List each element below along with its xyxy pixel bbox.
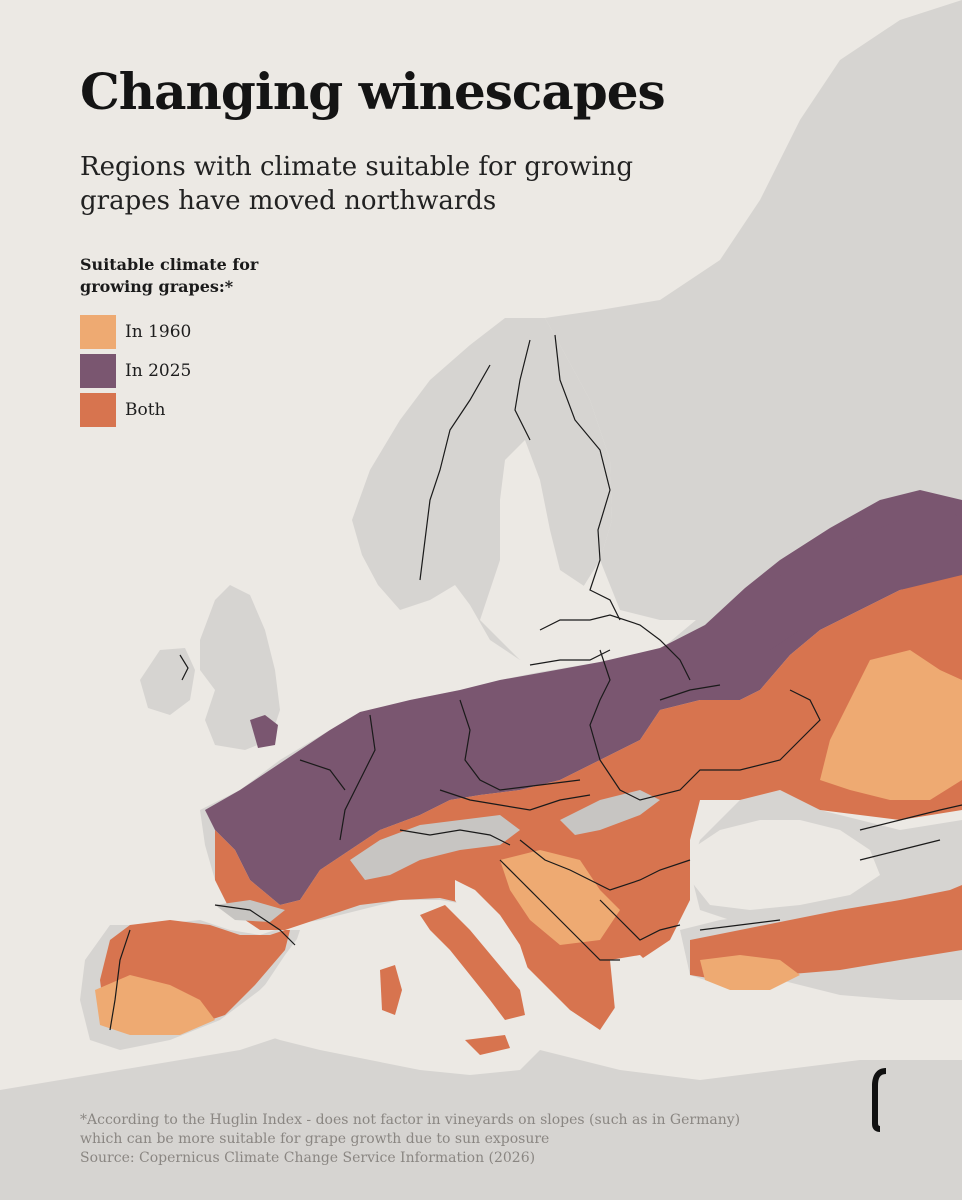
baltic-sea [480, 440, 610, 660]
footnote-source: Source: Copernicus Climate Change Servic… [80, 1150, 536, 1166]
british-isles-land [200, 585, 280, 750]
suitability-both-anatolia [690, 885, 962, 980]
legend-label-both: Both [125, 399, 166, 420]
north-africa-land [0, 1055, 962, 1200]
legend: Suitable climate for growing grapes:* In… [80, 254, 340, 429]
legend-swatch-1960 [80, 314, 116, 349]
aegean-sea [610, 955, 660, 1030]
italy-peninsula [420, 905, 525, 1020]
footnote: *According to the Huglin Index - does no… [80, 1111, 760, 1168]
alps-mountains [350, 815, 520, 880]
legend-item-1960: In 1960 [80, 312, 340, 351]
legend-title: Suitable climate for growing grapes:* [80, 255, 259, 296]
ireland-land [140, 648, 195, 715]
page-title: Changing winescapes [80, 62, 666, 121]
finland-russia-north [545, 0, 962, 620]
footnote-note: *According to the Huglin Index - does no… [80, 1112, 741, 1147]
page-subtitle: Regions with climate suitable for growin… [80, 152, 634, 216]
legend-label-1960: In 1960 [125, 321, 192, 342]
suitability-1960-anatolia [700, 955, 800, 990]
suitability-1960-iberia [95, 975, 215, 1035]
legend-label-2025: In 2025 [125, 360, 192, 381]
suitability-2025-britain [250, 715, 278, 748]
pyrenees-mountains [215, 900, 285, 922]
legend-item-2025: In 2025 [80, 351, 340, 390]
carpathian-mountains [560, 790, 660, 835]
suitability-2025-east [740, 510, 962, 650]
legend-items: In 1960 In 2025 Both [80, 312, 340, 429]
adriatic-sea [455, 880, 530, 980]
legend-swatch-2025 [80, 353, 116, 388]
sicily-island [465, 1035, 510, 1055]
country-borders [109, 334, 962, 1031]
sardinia-island [380, 965, 402, 1015]
suitability-both-region [100, 575, 962, 1030]
suitability-1960-balkans [500, 850, 620, 945]
legend-item-both: Both [80, 390, 340, 429]
black-sea [690, 820, 880, 910]
publisher-logo-icon [868, 1066, 892, 1134]
legend-swatch-both [80, 392, 116, 427]
suitability-1960-ukraine [820, 650, 962, 800]
